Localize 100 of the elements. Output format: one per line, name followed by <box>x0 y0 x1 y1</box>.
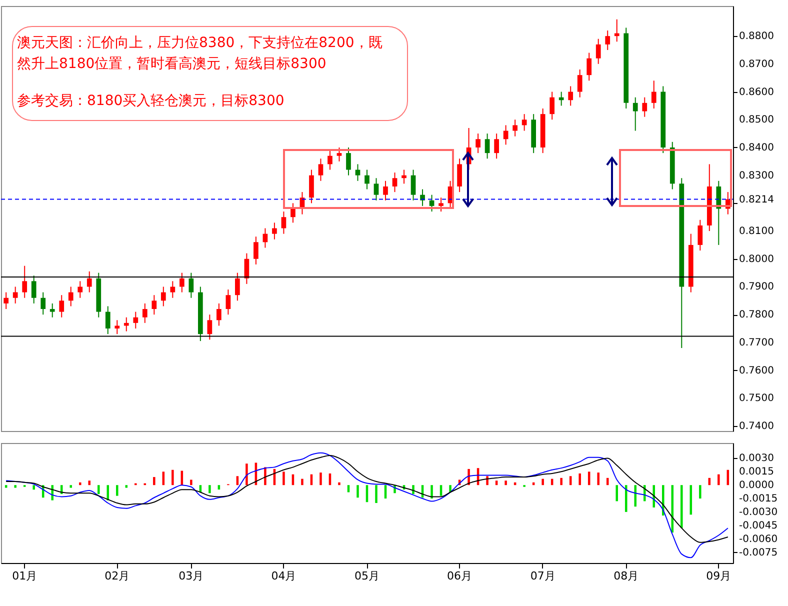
candlestick <box>494 133 499 160</box>
candlestick <box>632 96 638 132</box>
bar <box>560 478 562 486</box>
y-tick-label: -0.0030 <box>739 506 778 518</box>
candlestick <box>216 302 222 326</box>
candlestick <box>383 180 388 201</box>
bar <box>116 485 118 496</box>
bar <box>14 485 16 488</box>
candlestick <box>364 169 370 190</box>
bar <box>699 485 702 499</box>
candlestick <box>152 294 157 316</box>
bar <box>172 470 174 486</box>
x-tick-label: 09月 <box>706 570 732 582</box>
bar <box>320 472 322 486</box>
y-tick-label: 0.0030 <box>739 453 774 464</box>
candlestick <box>272 222 277 240</box>
bar <box>208 485 211 494</box>
bar <box>375 485 378 503</box>
candlestick <box>309 169 314 204</box>
candlestick <box>160 286 166 307</box>
candlestick <box>596 38 601 64</box>
candlestick <box>31 275 36 304</box>
bar <box>680 485 683 528</box>
candlestick <box>328 150 332 170</box>
candlestick <box>429 194 434 212</box>
candlestick <box>22 265 28 298</box>
x-tick-label: 08月 <box>614 570 639 582</box>
bar <box>356 485 359 498</box>
candlestick <box>59 294 64 318</box>
y-tick-label: -0.0075 <box>739 547 778 558</box>
candlestick <box>392 172 398 193</box>
candlestick <box>457 158 462 193</box>
x-tick-label: 07月 <box>530 570 556 582</box>
annotation: 参考交易：8180买入轻仓澳元，目标8300 <box>17 92 286 111</box>
candlestick <box>374 178 379 201</box>
candlestick <box>410 169 416 201</box>
candlestick <box>281 211 286 234</box>
bar <box>597 472 600 486</box>
bar <box>78 482 82 486</box>
x-tick-label: 03月 <box>178 570 204 582</box>
candlestick <box>568 86 574 106</box>
y-tick-label: 0.7900 <box>739 282 774 293</box>
bar <box>70 485 72 488</box>
y-tick-label: 0.8800 <box>739 31 774 42</box>
y-tick-label: 0.8400 <box>739 142 774 154</box>
y-tick-label: 0.7700 <box>739 337 774 348</box>
y-tick-label: 0.7600 <box>739 365 774 376</box>
candlestick <box>484 133 490 160</box>
y-tick-label: 0.8100 <box>739 226 774 238</box>
candlestick <box>318 158 324 182</box>
x-tick-label: 04月 <box>271 570 296 582</box>
candlestick <box>86 270 92 293</box>
y-tick-label: 0.7500 <box>739 393 774 404</box>
candlestick <box>12 286 18 304</box>
bar <box>616 485 618 502</box>
bar <box>32 485 35 490</box>
y-tick-label: 0.0015 <box>739 466 774 478</box>
bar <box>338 482 340 486</box>
y-tick-label: 0.0000 <box>739 480 774 492</box>
candlestick <box>522 114 527 132</box>
candlestick <box>550 91 555 120</box>
bar <box>542 478 544 486</box>
bar <box>246 464 248 486</box>
x-tick-label: 05月 <box>354 570 380 582</box>
candlestick <box>105 306 110 335</box>
candlestick <box>698 219 703 252</box>
candlestick <box>50 302 55 318</box>
y-tick-label: 0.8700 <box>739 58 774 70</box>
candlestick <box>179 272 184 293</box>
line-series <box>6 452 728 558</box>
candlestick <box>716 180 722 246</box>
bar <box>430 485 433 499</box>
x-tick-label: 02月 <box>104 570 130 582</box>
bar <box>153 477 156 486</box>
bar <box>634 485 637 507</box>
candlestick <box>124 316 129 332</box>
y-tick-label: -0.0060 <box>739 534 778 545</box>
candlestick <box>586 52 592 82</box>
y-tick-label: 0.7400 <box>739 420 774 432</box>
y-tick-label: 0.7800 <box>739 310 774 321</box>
candlestick <box>346 146 351 176</box>
y-tick-label: -0.0015 <box>739 494 778 505</box>
bar <box>4 485 8 488</box>
x-tick-label: 01月 <box>12 570 38 582</box>
candlestick <box>188 272 194 298</box>
y-tick-label: -0.0045 <box>739 520 778 532</box>
candlestick <box>68 286 74 307</box>
candlestick <box>170 280 176 298</box>
y-tick-label: 0.8500 <box>739 114 774 126</box>
x-tick-label: 06月 <box>447 570 472 582</box>
candlestick <box>577 69 582 98</box>
candlestick <box>114 320 120 335</box>
candlestick <box>402 169 406 184</box>
candlestick <box>235 272 240 302</box>
bar <box>88 480 91 486</box>
line-series <box>6 455 728 543</box>
candlestick <box>605 30 610 51</box>
candlestick <box>614 18 620 42</box>
candlestick <box>355 164 360 182</box>
candlestick <box>142 302 148 324</box>
